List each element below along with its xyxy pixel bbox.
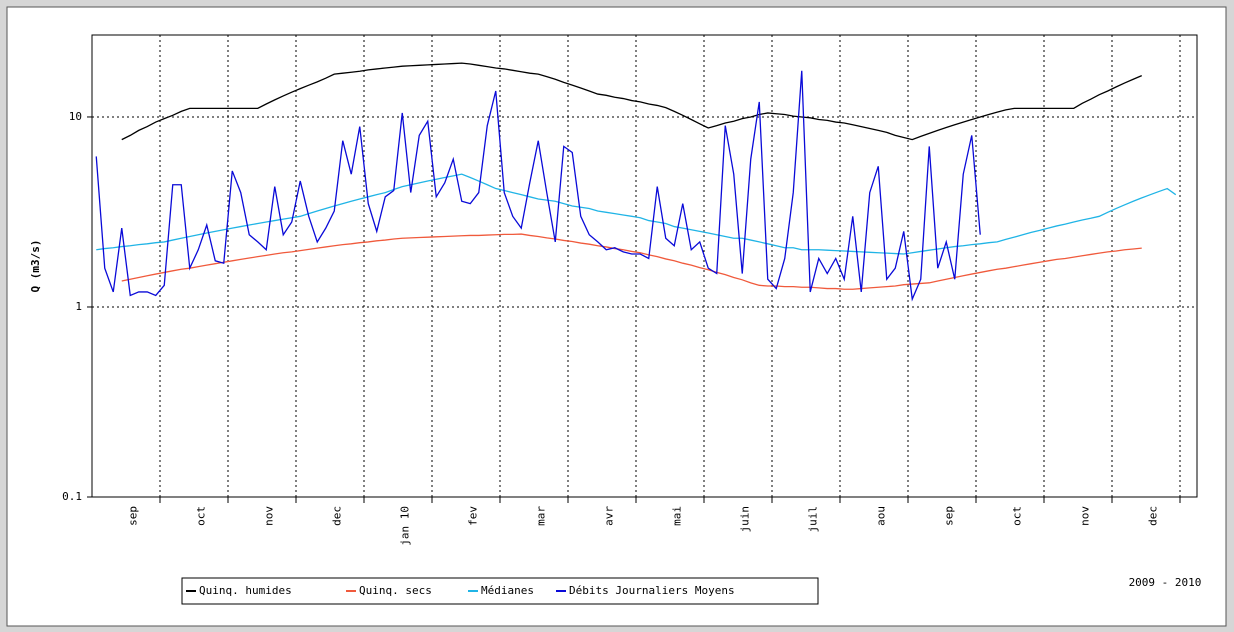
series-line [121,62,1143,141]
series-line [95,70,981,302]
y-axis-label: Q (m3/s) [29,240,42,293]
x-tick-label: fev [466,506,479,526]
legend-label: Quinq. secs [359,584,432,597]
y-tick-label: 1 [75,300,82,313]
y-tick-label: 10 [69,110,82,123]
panel [6,6,1227,627]
x-tick-label: oct [194,506,207,526]
x-tick-label: dec [330,506,343,526]
x-tick-label: avr [602,506,615,526]
legend [181,577,819,605]
period-label: 2009 - 2010 [1129,576,1202,589]
x-tick-label: juin [738,506,751,533]
series-line [96,173,1177,255]
x-tick-label: sep [942,506,955,526]
y-tick-label: 0.1 [62,490,82,503]
x-tick-label: aou [874,506,887,526]
x-tick-label: oct [1010,506,1023,526]
x-tick-label: sep [126,506,139,526]
plot-frame [91,34,1198,498]
x-tick-label: mai [670,506,683,526]
legend-label: Débits Journaliers Moyens [569,584,735,597]
x-tick-label: juil [806,506,819,533]
legend-label: Médianes [481,584,534,597]
x-tick-label: nov [262,506,275,526]
series-line [121,233,1142,290]
x-tick-label: jan 10 [398,506,411,546]
legend-label: Quinq. humides [199,584,292,597]
x-tick-label: dec [1146,506,1159,526]
x-tick-label: mar [534,506,547,526]
x-tick-label: nov [1078,506,1091,526]
